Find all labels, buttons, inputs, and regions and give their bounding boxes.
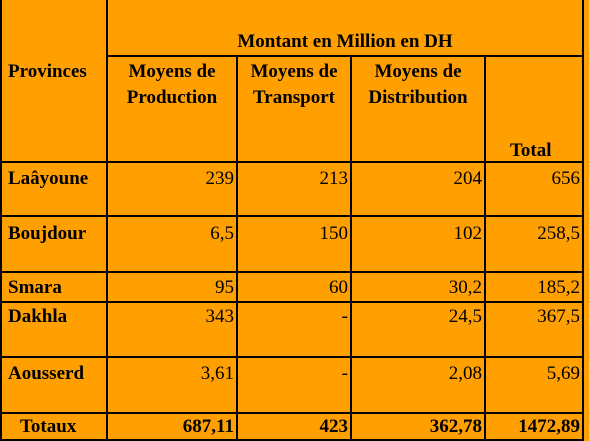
column-header-line2: Transport: [253, 87, 335, 108]
grid-line: [0, 271, 584, 273]
value-cell: 213: [319, 168, 349, 189]
value-cell: 150: [319, 223, 349, 244]
value-cell: -: [341, 363, 348, 384]
total-value-cell: 687,11: [182, 416, 234, 437]
value-cell: 656: [551, 168, 581, 189]
column-header-transport: Moyens de Transport: [238, 59, 350, 111]
value-cell: 367,5: [537, 306, 580, 327]
total-value-cell: 1472,89: [518, 416, 580, 437]
grid-line: [350, 55, 352, 441]
column-header-line1: Moyens de: [374, 61, 462, 82]
grid-line: [484, 55, 486, 441]
column-header-total: Total: [510, 140, 552, 161]
province-name: Dakhla: [8, 306, 68, 327]
grid-line: [0, 412, 584, 414]
value-cell: 30,2: [448, 277, 482, 298]
value-cell: 343: [205, 306, 235, 327]
value-cell: 204: [453, 168, 483, 189]
province-name: Boujdour: [8, 223, 87, 244]
grid-line: [0, 161, 584, 163]
grid-line: [106, 55, 584, 57]
totals-label: Totaux: [20, 416, 77, 437]
value-cell: 3,61: [200, 363, 234, 384]
grid-line: [0, 301, 584, 303]
grid-line: [0, 439, 584, 441]
grid-line: [106, 0, 108, 441]
province-name: Smara: [8, 277, 62, 298]
province-name: Laâyoune: [8, 168, 89, 189]
column-header-line1: Moyens de: [128, 61, 216, 82]
group-header: Montant en Million en DH: [237, 31, 453, 52]
total-value-cell: 362,78: [429, 416, 482, 437]
grid-line: [0, 0, 2, 441]
column-header-line2: Distribution: [368, 87, 468, 108]
value-cell: -: [341, 306, 348, 327]
value-cell: 60: [329, 277, 348, 298]
value-cell: 2,08: [448, 363, 482, 384]
value-cell: 102: [453, 223, 483, 244]
column-header-distribution: Moyens de Distribution: [352, 59, 484, 111]
grid-line: [0, 356, 584, 358]
value-cell: 258,5: [537, 223, 580, 244]
column-header-line1: Moyens de: [250, 61, 338, 82]
provinces-header: Provinces: [8, 61, 87, 82]
column-header-line2: Production: [126, 87, 218, 108]
value-cell: 5,69: [546, 363, 580, 384]
grid-line: [582, 0, 584, 441]
value-cell: 239: [205, 168, 235, 189]
value-cell: 24,5: [448, 306, 482, 327]
value-cell: 95: [215, 277, 234, 298]
column-header-production: Moyens de Production: [108, 59, 236, 111]
grid-line: [236, 55, 238, 441]
total-value-cell: 423: [319, 416, 349, 437]
value-cell: 185,2: [537, 277, 580, 298]
grid-line: [0, 215, 584, 217]
value-cell: 6,5: [210, 223, 234, 244]
province-name: Aousserd: [8, 363, 85, 384]
